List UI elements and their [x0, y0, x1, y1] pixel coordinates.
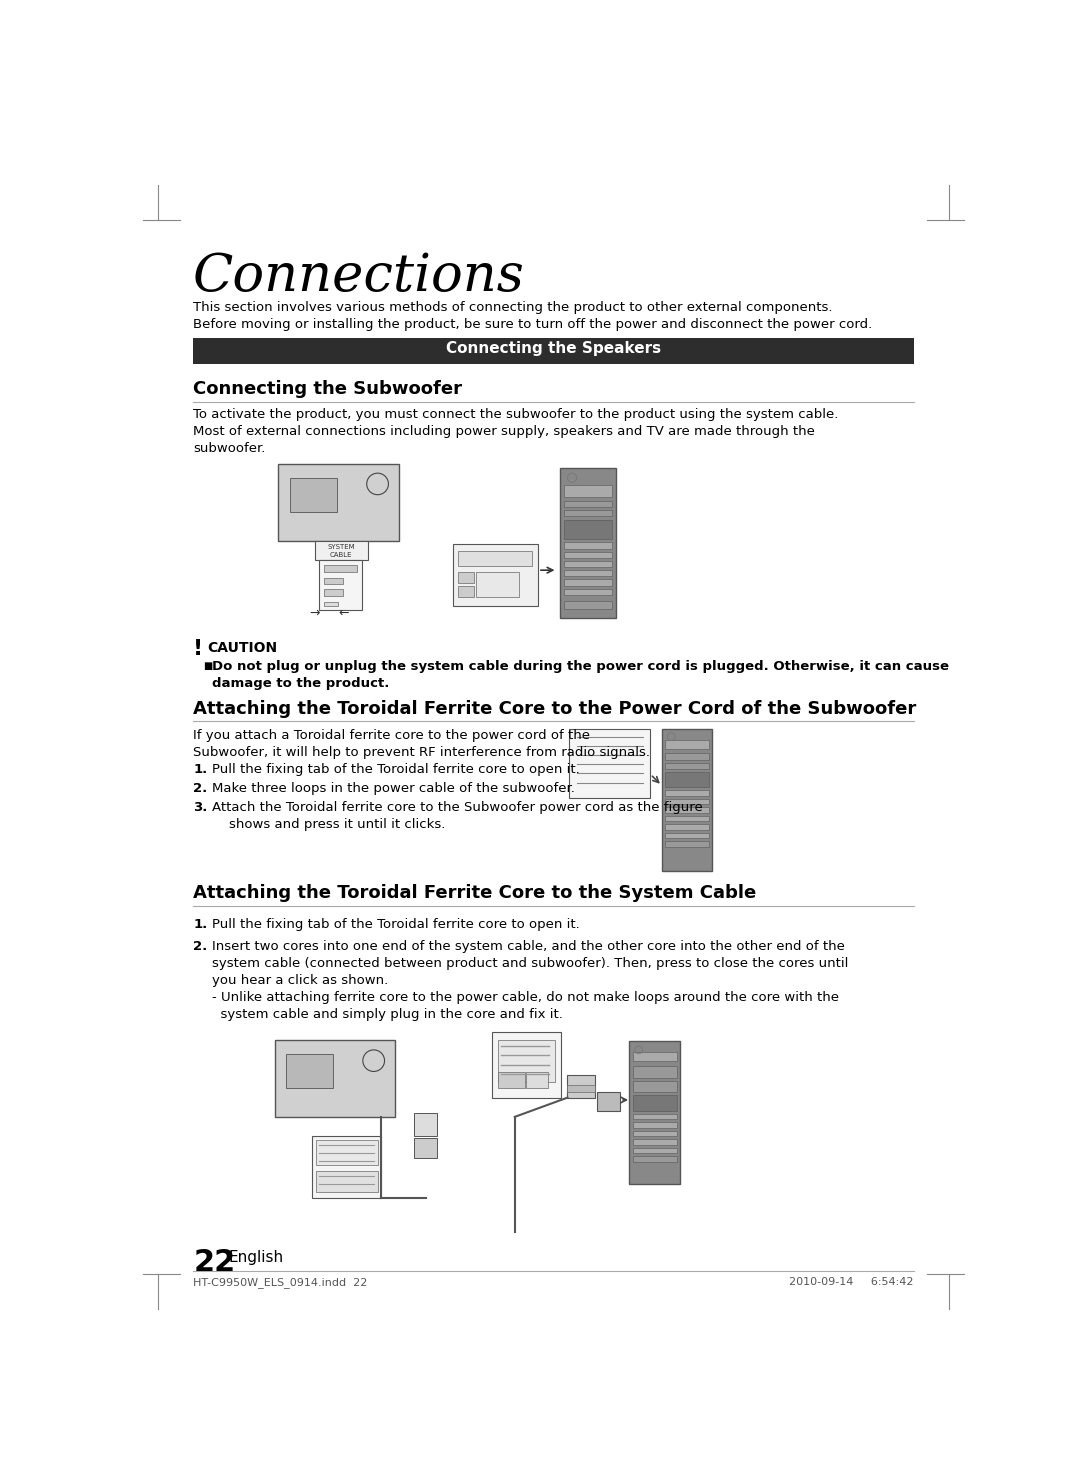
Bar	[665, 790, 710, 796]
Text: 1.: 1.	[193, 763, 207, 775]
Bar	[630, 1041, 679, 1183]
Bar	[324, 602, 338, 606]
Text: HT-C9950W_ELS_0914.indd  22: HT-C9950W_ELS_0914.indd 22	[193, 1276, 367, 1288]
Text: English: English	[228, 1250, 283, 1265]
Bar	[633, 1066, 677, 1078]
Bar	[662, 729, 713, 871]
Bar	[279, 464, 399, 541]
Text: CAUTION: CAUTION	[207, 640, 278, 655]
Bar	[498, 1072, 525, 1087]
Bar	[314, 541, 367, 561]
Text: 22: 22	[193, 1248, 235, 1276]
Text: 3.: 3.	[193, 802, 207, 813]
Bar	[665, 824, 710, 830]
Bar	[274, 1040, 394, 1117]
Bar	[633, 1096, 677, 1111]
Bar	[567, 1084, 595, 1092]
Text: This section involves various methods of connecting the product to other externa: This section involves various methods of…	[193, 300, 873, 331]
Bar	[315, 1140, 378, 1165]
Bar	[564, 485, 611, 497]
Bar	[312, 1136, 381, 1198]
Bar	[324, 590, 343, 596]
Bar	[564, 552, 611, 558]
Text: ←: ←	[339, 606, 349, 620]
Bar	[498, 1040, 555, 1083]
Bar	[633, 1148, 677, 1154]
Bar	[286, 1053, 333, 1089]
Bar	[476, 572, 518, 598]
Bar	[559, 467, 616, 618]
Bar	[414, 1139, 437, 1158]
Text: Pull the fixing tab of the Toroidal ferrite core to open it.: Pull the fixing tab of the Toroidal ferr…	[213, 918, 580, 932]
Bar	[324, 578, 343, 584]
Bar	[564, 589, 611, 595]
Text: Make three loops in the power cable of the subwoofer.: Make three loops in the power cable of t…	[213, 782, 576, 794]
Bar	[665, 753, 710, 760]
Bar	[526, 1072, 548, 1087]
Bar	[665, 799, 710, 805]
Bar	[458, 552, 531, 566]
Text: 1.: 1.	[193, 918, 207, 932]
Text: If you attach a Toroidal ferrite core to the power cord of the
Subwoofer, it wil: If you attach a Toroidal ferrite core to…	[193, 729, 650, 759]
Bar	[567, 1075, 595, 1097]
Bar	[665, 763, 710, 769]
Bar	[564, 580, 611, 586]
Text: Connecting the Subwoofer: Connecting the Subwoofer	[193, 380, 462, 398]
Bar	[564, 510, 611, 516]
Text: 2.: 2.	[193, 939, 207, 952]
Text: 2010-09-14     6:54:42: 2010-09-14 6:54:42	[789, 1276, 914, 1287]
Text: Attaching the Toroidal Ferrite Core to the Power Cord of the Subwoofer: Attaching the Toroidal Ferrite Core to t…	[193, 700, 916, 717]
Text: Attaching the Toroidal Ferrite Core to the System Cable: Attaching the Toroidal Ferrite Core to t…	[193, 884, 756, 902]
Bar	[453, 544, 538, 605]
Bar	[320, 561, 362, 611]
Bar	[633, 1081, 677, 1092]
Text: Do not plug or unplug the system cable during the power cord is plugged. Otherwi: Do not plug or unplug the system cable d…	[213, 660, 949, 691]
Bar	[633, 1114, 677, 1120]
Bar	[665, 740, 710, 748]
Bar	[665, 816, 710, 821]
Bar	[665, 833, 710, 839]
Text: !: !	[193, 639, 203, 660]
Bar	[491, 1032, 562, 1097]
Bar	[665, 842, 710, 847]
Bar	[458, 586, 474, 598]
Bar	[564, 543, 611, 549]
Bar	[564, 561, 611, 566]
Bar	[564, 501, 611, 507]
Text: Pull the fixing tab of the Toroidal ferrite core to open it.: Pull the fixing tab of the Toroidal ferr…	[213, 763, 580, 775]
Bar	[633, 1157, 677, 1162]
Bar	[564, 571, 611, 577]
Bar	[564, 521, 611, 540]
Bar	[414, 1114, 437, 1136]
Text: Insert two cores into one end of the system cable, and the other core into the o: Insert two cores into one end of the sys…	[213, 939, 849, 1021]
Text: SYSTEM
CABLE: SYSTEM CABLE	[327, 544, 355, 558]
Bar	[633, 1131, 677, 1136]
Bar	[665, 808, 710, 813]
Text: →: →	[309, 606, 320, 620]
Bar	[291, 478, 337, 512]
Bar	[665, 772, 710, 787]
Bar	[633, 1052, 677, 1062]
Text: ■: ■	[203, 661, 213, 671]
Text: 2.: 2.	[193, 782, 207, 794]
Bar	[315, 1171, 378, 1192]
Bar	[324, 565, 357, 572]
Bar	[193, 337, 914, 364]
Bar	[633, 1139, 677, 1145]
Bar	[569, 729, 650, 799]
Text: To activate the product, you must connect the subwoofer to the product using the: To activate the product, you must connec…	[193, 408, 838, 456]
Bar	[564, 600, 611, 609]
Bar	[633, 1123, 677, 1127]
Text: Connecting the Speakers: Connecting the Speakers	[446, 340, 661, 356]
Bar	[458, 572, 474, 583]
Text: Attach the Toroidal ferrite core to the Subwoofer power cord as the figure
    s: Attach the Toroidal ferrite core to the …	[213, 802, 703, 831]
Text: Connections: Connections	[193, 250, 525, 302]
Bar	[597, 1092, 620, 1112]
